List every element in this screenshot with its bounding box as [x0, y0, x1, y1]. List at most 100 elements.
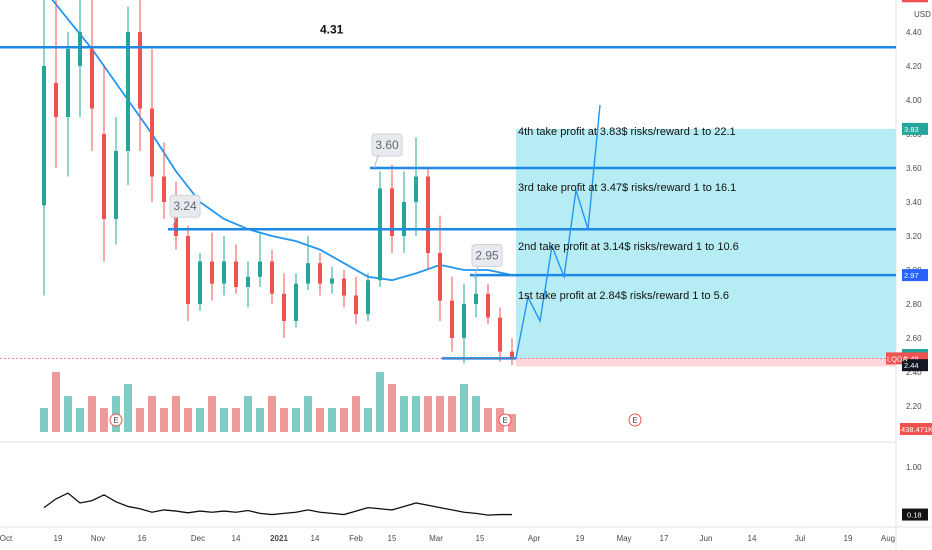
candle-body — [294, 283, 298, 321]
volume-bar — [160, 408, 168, 432]
candle-body — [354, 295, 358, 315]
y-tick-label: 4.00 — [906, 96, 922, 105]
price-tag-label: 2.48 — [904, 354, 919, 363]
x-tick-label: Mar — [429, 534, 443, 543]
x-tick-label: 19 — [576, 534, 585, 543]
candle-body — [270, 261, 274, 294]
price-tag-label: 3.83 — [904, 125, 919, 134]
volume-bar — [340, 408, 348, 432]
volume-bar — [448, 396, 456, 432]
candle-body — [366, 280, 370, 315]
level-callout-label: 2.95 — [475, 249, 499, 263]
price-tag-label: 2.97 — [904, 271, 919, 280]
volume-bar — [328, 408, 336, 432]
symbol-tag-label: LQDA — [887, 354, 907, 363]
x-tick-label: 19 — [54, 534, 63, 543]
volume-tag — [900, 423, 932, 435]
candle-body — [486, 293, 490, 318]
candle-body — [90, 49, 94, 109]
x-tick-label: 15 — [476, 534, 485, 543]
x-tick-label: Jun — [700, 534, 713, 543]
x-tick-label: 16 — [138, 534, 147, 543]
candle-body — [462, 304, 466, 338]
level-callout-label: 3.24 — [173, 199, 197, 213]
volume-bar — [484, 408, 492, 432]
volume-bar — [208, 396, 216, 432]
x-tick-label: Jul — [795, 534, 805, 543]
volume-bar — [376, 372, 384, 432]
volume-bar — [268, 396, 276, 432]
take-profit-label: 1st take profit at 2.84$ risks/reward 1 … — [518, 290, 729, 302]
indicator-tick-label: 1.00 — [906, 463, 922, 472]
volume-bar — [388, 384, 396, 432]
volume-bar — [64, 396, 72, 432]
x-tick-label: 15 — [388, 534, 397, 543]
candle-body — [78, 32, 82, 66]
level-callout-pointer — [473, 266, 479, 279]
volume-tag-label: 438.471K — [901, 425, 932, 434]
candle-body — [210, 261, 214, 284]
volume-bar — [184, 408, 192, 432]
candle-body — [150, 108, 154, 177]
take-profit-label: 2nd take profit at 3.14$ risks/reward 1 … — [518, 241, 739, 253]
earnings-event-icon — [109, 413, 123, 427]
volume-bar — [460, 384, 468, 432]
level-label-4-31: 4.31 — [320, 22, 344, 36]
y-tick-label: 3.20 — [906, 232, 922, 241]
take-profit-label: 3rd take profit at 3.47$ risks/reward 1 … — [518, 182, 736, 194]
candle-body — [450, 300, 454, 338]
candle-body — [390, 188, 394, 236]
ema-line — [51, 0, 513, 282]
candle-body — [126, 32, 130, 151]
candle-body — [498, 317, 502, 352]
candle-body — [102, 134, 106, 219]
candle-body — [282, 293, 286, 321]
candle-body — [174, 202, 178, 236]
volume-bar — [472, 396, 480, 432]
candle-body — [378, 188, 382, 281]
price-tag-label: 2.44 — [904, 361, 919, 370]
volume-bar — [88, 396, 96, 432]
volume-bar — [172, 396, 180, 432]
candle-body — [318, 263, 322, 284]
y-tick-label: 4.40 — [906, 28, 922, 37]
x-tick-label: 14 — [748, 534, 757, 543]
candle-body — [234, 261, 238, 287]
volume-bar — [316, 408, 324, 432]
candle-body — [510, 351, 514, 359]
y-tick-label: 2.80 — [906, 300, 922, 309]
candle-body — [402, 202, 406, 236]
candle-body — [138, 32, 142, 109]
candle-body — [54, 83, 58, 117]
x-tick-label: Feb — [349, 534, 363, 543]
volume-bar — [508, 414, 516, 432]
price-tag — [902, 122, 928, 135]
volume-bar — [292, 408, 300, 432]
risk-zone — [516, 358, 896, 367]
candle-body — [474, 293, 478, 304]
volume-bar — [256, 408, 264, 432]
earnings-event-label: E — [632, 416, 637, 425]
level-callout-box — [169, 194, 201, 218]
volume-bar — [352, 396, 360, 432]
x-tick-label: 19 — [844, 534, 853, 543]
volume-bar — [148, 396, 156, 432]
x-tick-label: May — [616, 534, 631, 543]
candle-body — [342, 278, 346, 296]
candle-body — [162, 176, 166, 202]
candle-body — [246, 276, 250, 287]
level-callout-label: 3.60 — [375, 138, 399, 152]
level-callout-pointer — [171, 217, 177, 230]
indicator-value-tag — [902, 508, 928, 521]
volume-bar — [232, 408, 240, 432]
take-profit-label: 4th take profit at 3.83$ risks/reward 1 … — [518, 126, 736, 138]
candle-body — [222, 261, 226, 284]
level-callout-pointer — [373, 155, 379, 169]
x-tick-label: Nov — [91, 534, 105, 543]
earnings-event-icon — [628, 413, 642, 427]
x-tick-label: 14 — [232, 534, 241, 543]
x-tick-label: Oct — [0, 534, 13, 543]
x-tick-label: 17 — [660, 534, 669, 543]
